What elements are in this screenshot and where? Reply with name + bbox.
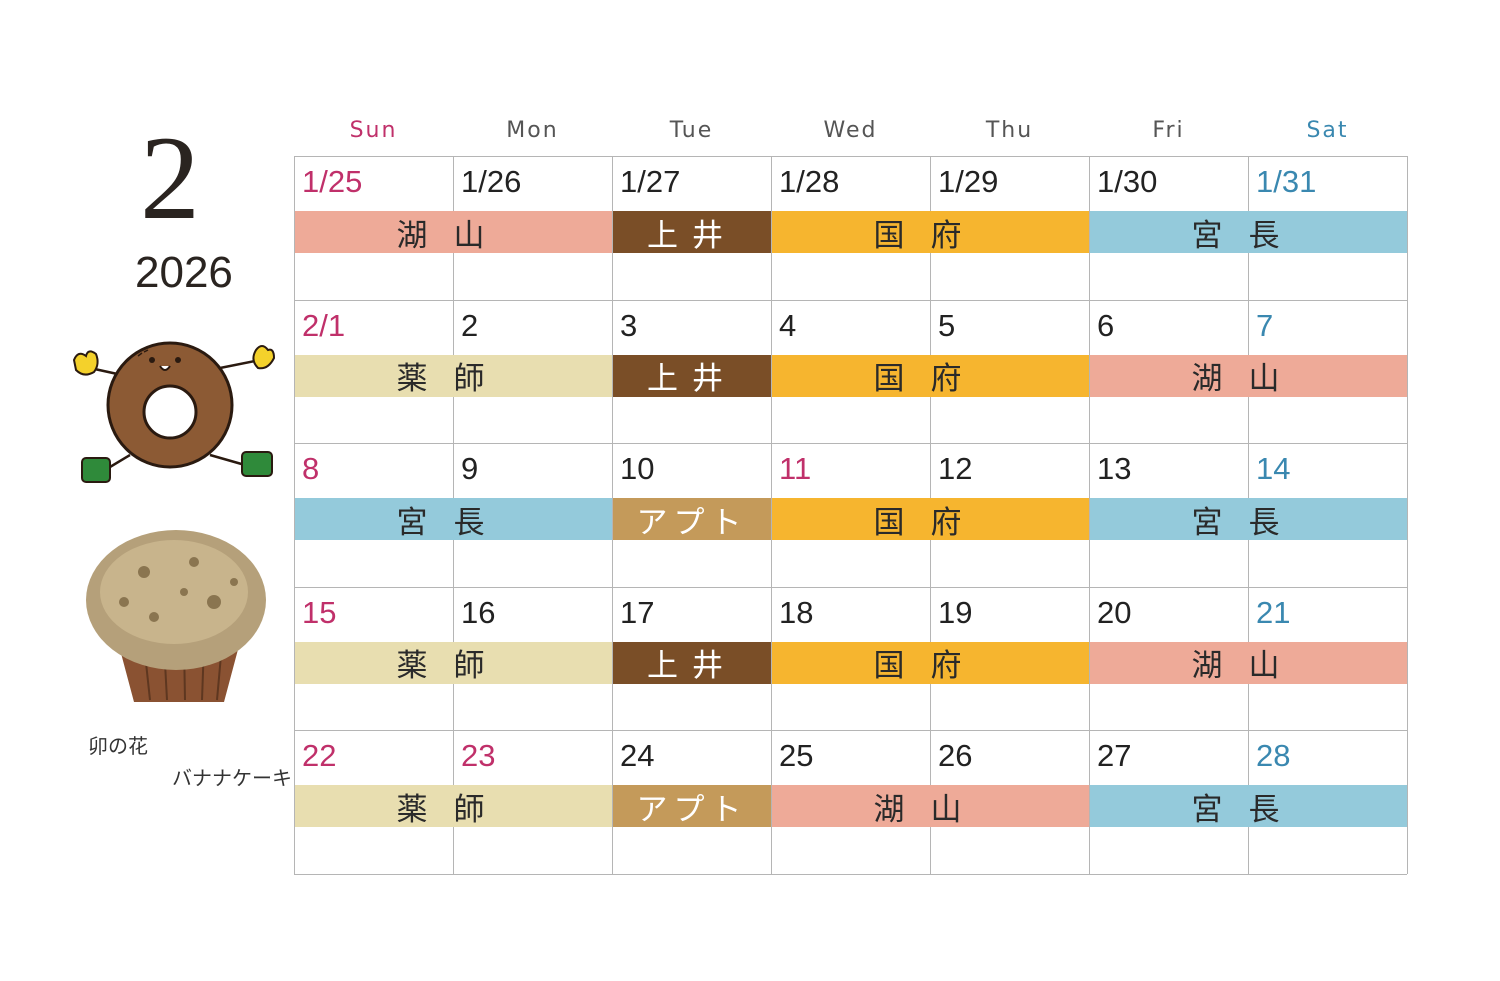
grid-line [771,156,772,874]
grid-line [294,156,295,874]
day-cell-date[interactable]: 28 [1256,738,1291,773]
schedule-bar[interactable]: 薬師 [295,641,612,684]
weekday-tue: Tue [669,118,714,143]
weekday-sat: Sat [1306,118,1349,143]
schedule-bar[interactable]: 湖山 [772,785,1089,828]
day-cell-date[interactable]: 21 [1256,594,1291,630]
day-cell-date[interactable]: 10 [620,451,655,486]
day-cell-date[interactable]: 24 [620,738,655,773]
schedule-bar[interactable]: 国府 [772,498,1089,541]
muffin-photo [86,530,266,702]
schedule-bar[interactable]: 宮長 [1090,498,1407,541]
schedule-bar[interactable]: 湖山 [1090,354,1407,397]
schedule-bar[interactable]: 国府 [772,641,1089,684]
month-number: 2 [140,111,200,244]
weekday-mon: Mon [506,118,559,143]
day-cell-date[interactable]: 1/31 [1256,164,1317,199]
grid-line [294,586,1407,588]
day-cell-date[interactable]: 18 [779,594,814,630]
day-cell-date[interactable]: 16 [461,594,496,630]
schedule-bar[interactable]: 湖山 [295,211,612,254]
day-cell-date[interactable]: 14 [1256,451,1291,486]
caption-line-2: バナナケーキ [172,766,292,790]
day-cell-date[interactable]: 2 [461,307,479,343]
schedule-bar[interactable]: 国府 [772,354,1089,397]
schedule-bar[interactable]: 薬師 [295,354,612,397]
grid-line [1089,156,1090,874]
schedule-bar[interactable]: 宮長 [1090,211,1407,254]
day-cell-date[interactable]: 23 [461,738,496,773]
day-cell-date[interactable]: 6 [1097,307,1115,343]
schedule-bar[interactable]: 上井 [613,641,771,684]
weekday-thu: Thu [985,118,1034,143]
day-cell-date[interactable]: 19 [938,594,973,630]
schedule-bar[interactable]: 国府 [772,211,1089,254]
day-cell-date[interactable]: 17 [620,594,655,630]
grid-line [294,156,1407,157]
day-cell-date[interactable]: 4 [779,307,797,343]
weekday-fri: Fri [1152,118,1185,143]
weekday-sun: Sun [349,118,398,143]
day-cell-date[interactable]: 20 [1097,594,1132,630]
year-label: 2026 [135,248,233,297]
day-cell-date[interactable]: 1/28 [779,164,840,199]
day-cell-date[interactable]: 15 [302,594,337,630]
donut-mascot-illustration [72,341,276,483]
schedule-bar[interactable]: 宮長 [1090,785,1407,828]
schedule-bar[interactable]: 宮長 [295,498,612,541]
day-cell-date[interactable]: 8 [302,451,320,486]
day-cell-date[interactable]: 5 [938,307,956,343]
grid-line [1407,156,1408,874]
grid-line [612,156,613,874]
day-cell-date[interactable]: 9 [461,451,479,486]
schedule-bar[interactable]: 上井 [613,211,771,254]
grid-line [294,873,1407,875]
day-cell-date[interactable]: 12 [938,451,973,486]
day-cell-date[interactable]: 1/30 [1097,164,1158,199]
day-cell-date[interactable]: 1/27 [620,164,681,199]
schedule-bar[interactable]: アプト [613,785,771,828]
day-cell-date[interactable]: 7 [1256,307,1274,343]
day-cell-date[interactable]: 3 [620,307,638,343]
day-cell-date[interactable]: 25 [779,738,814,773]
day-cell-date[interactable]: 2/1 [302,307,346,343]
day-cell-date[interactable]: 26 [938,738,973,773]
day-cell-date[interactable]: 27 [1097,738,1132,773]
day-cell-date[interactable]: 1/25 [302,164,363,199]
grid-line [294,443,1407,444]
grid-line [294,730,1407,731]
grid-line [294,299,1407,301]
day-cell-date[interactable]: 11 [779,451,812,486]
schedule-bar[interactable]: 湖山 [1090,641,1407,684]
day-cell-date[interactable]: 13 [1097,451,1132,486]
day-cell-date[interactable]: 1/29 [938,164,999,199]
schedule-bar[interactable]: 薬師 [295,785,612,828]
day-cell-date[interactable]: 22 [302,738,337,773]
schedule-bar[interactable]: アプト [613,498,771,541]
schedule-bar[interactable]: 上井 [613,354,771,397]
weekday-wed: Wed [823,118,878,143]
caption-line-1: 卯の花 [88,734,148,758]
day-cell-date[interactable]: 1/26 [461,164,522,199]
